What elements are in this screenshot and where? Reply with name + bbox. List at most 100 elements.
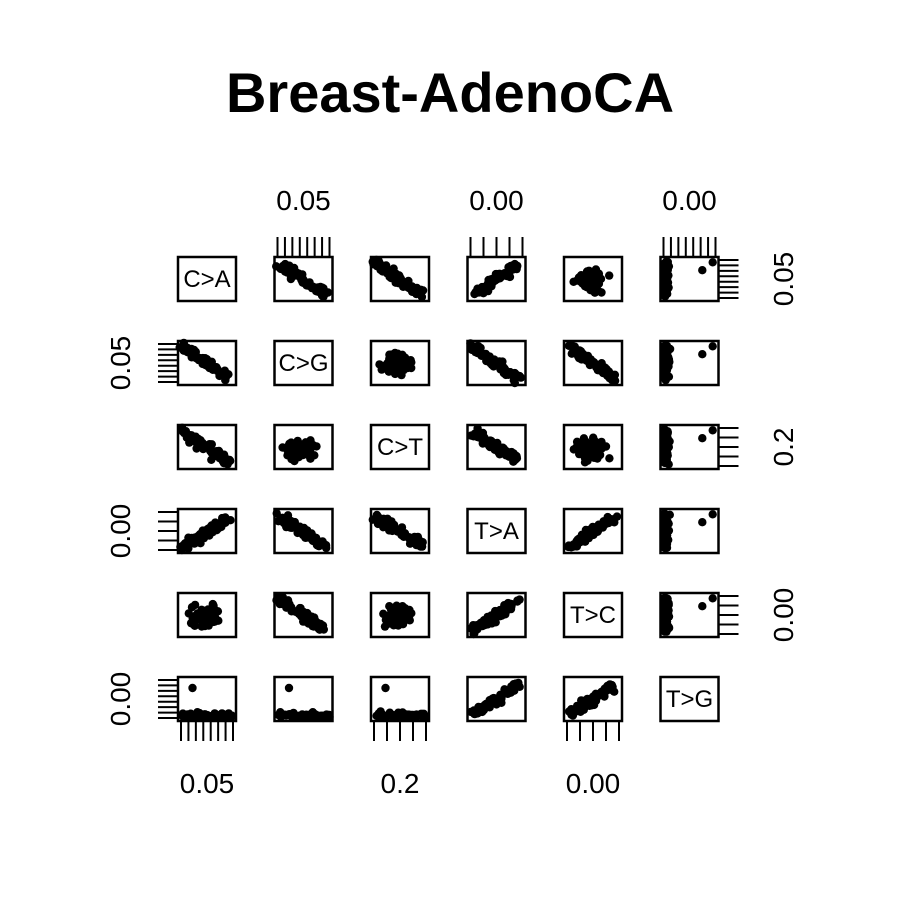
data-point [483, 616, 492, 625]
data-point [660, 627, 669, 636]
data-point [497, 608, 507, 617]
data-point [590, 288, 600, 297]
data-point [198, 359, 207, 369]
data-point [661, 534, 671, 543]
data-point [178, 423, 187, 432]
data-point [198, 438, 207, 448]
data-point [466, 339, 475, 348]
data-point [186, 434, 195, 443]
data-point [662, 543, 671, 553]
data-point [612, 512, 622, 521]
data-point [297, 713, 306, 722]
data-point [218, 456, 227, 465]
data-point [698, 350, 707, 359]
data-point [661, 440, 670, 450]
data-point [569, 541, 578, 551]
panel-r4-c1 [272, 591, 334, 639]
data-point [665, 510, 674, 519]
data-point [582, 267, 592, 276]
data-point [397, 354, 406, 364]
data-point [308, 621, 317, 631]
panel-frame [273, 339, 334, 387]
left-axis-ticks [158, 679, 178, 719]
data-point [207, 521, 216, 530]
data-point [184, 609, 193, 618]
panel-r0-c5 [659, 255, 720, 303]
left-axis-label: 0.00 [105, 672, 136, 727]
panel-frame [466, 507, 527, 555]
panel-r1-c5 [659, 339, 720, 387]
panel-r0-c0: C>A [176, 255, 238, 303]
data-point [281, 516, 291, 525]
right-axis-ticks [718, 427, 739, 467]
panel-frame [273, 591, 334, 639]
data-point [575, 275, 584, 285]
data-point [418, 709, 427, 719]
data-point [582, 529, 592, 538]
panel-r3-c1 [272, 507, 334, 555]
panel-frame [176, 591, 238, 639]
data-point [708, 258, 717, 267]
data-point [397, 280, 407, 289]
data-point [391, 355, 400, 364]
data-point [403, 609, 412, 619]
data-point [586, 449, 596, 459]
data-point [292, 449, 301, 458]
data-point [569, 445, 578, 454]
panel-r2-c0 [176, 423, 238, 471]
right-axis-label: 0.00 [768, 588, 799, 643]
data-point [303, 608, 312, 618]
panel-frame [466, 591, 527, 639]
panel-frame [466, 675, 527, 723]
data-point [187, 538, 196, 547]
data-point [568, 348, 577, 357]
panel-frame [273, 675, 334, 723]
data-point [306, 445, 315, 454]
panel-frame [466, 339, 527, 387]
data-point [607, 685, 617, 695]
data-point [504, 450, 513, 460]
data-point [664, 612, 674, 621]
right-axis-ticks [718, 259, 739, 299]
data-point [500, 269, 509, 278]
data-point [407, 363, 416, 373]
data-point [284, 683, 294, 693]
data-point [698, 266, 707, 275]
data-point [663, 284, 672, 293]
panel-frame [562, 507, 624, 555]
panel-r5-c0 [176, 675, 238, 723]
panel-r2-c4 [562, 423, 624, 471]
data-point [285, 261, 294, 270]
data-point [192, 709, 201, 719]
data-point [601, 442, 611, 451]
panel-r5-c2 [369, 675, 431, 723]
data-point [378, 710, 387, 719]
data-point [287, 607, 296, 616]
data-point [390, 713, 400, 722]
panel-r4-c5 [659, 591, 720, 639]
top-axis-ticks [276, 237, 331, 257]
data-point [662, 257, 671, 266]
variable-label: C>T [377, 434, 423, 461]
data-point [708, 510, 717, 519]
data-point [317, 284, 326, 293]
panel-r5-c1 [273, 675, 334, 723]
data-point [200, 621, 210, 631]
data-point [501, 688, 510, 697]
data-point [198, 712, 208, 722]
panel-r1-c0 [175, 338, 238, 387]
data-point [662, 343, 671, 353]
data-point [369, 260, 378, 269]
panel-r2-c5 [659, 423, 720, 471]
data-point [312, 442, 321, 451]
panel-frame [466, 423, 527, 471]
panel-frame [562, 339, 624, 387]
top-axis-ticks [469, 237, 524, 257]
data-point [208, 599, 217, 609]
panel-frame [369, 507, 431, 555]
top-axis-label: 0.05 [276, 185, 331, 216]
panel-frame [369, 255, 431, 303]
variable-label: C>A [183, 266, 230, 293]
data-point [664, 519, 673, 528]
